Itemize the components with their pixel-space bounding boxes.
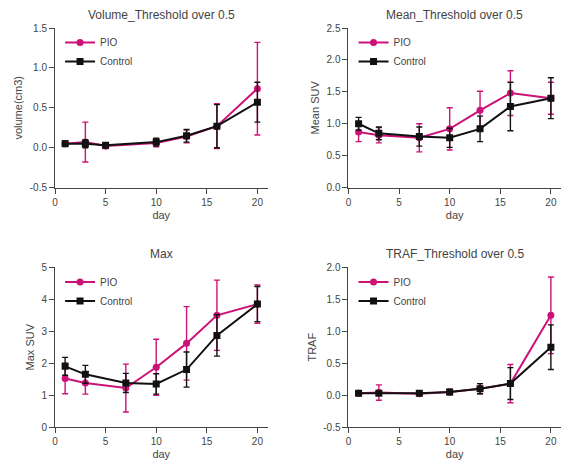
svg-text:volume(cm3): volume(cm3) — [12, 76, 24, 140]
svg-text:20: 20 — [545, 436, 557, 447]
svg-text:Mean SUV: Mean SUV — [309, 81, 321, 135]
svg-text:Control: Control — [394, 296, 426, 307]
svg-text:1.0: 1.0 — [33, 62, 47, 73]
svg-text:3: 3 — [41, 326, 47, 337]
svg-text:1.5: 1.5 — [327, 86, 341, 97]
svg-text:10: 10 — [151, 436, 163, 447]
svg-text:1.5: 1.5 — [327, 294, 341, 305]
svg-text:1: 1 — [41, 390, 47, 401]
svg-text:Volume_Threshold over 0.5: Volume_Threshold over 0.5 — [88, 8, 235, 22]
svg-text:PIO: PIO — [394, 37, 411, 48]
svg-text:2.0: 2.0 — [327, 262, 341, 273]
svg-text:4: 4 — [41, 294, 47, 305]
svg-text:2.5: 2.5 — [327, 23, 341, 34]
svg-text:Mean_Threshold over 0.5: Mean_Threshold over 0.5 — [386, 8, 523, 22]
svg-text:20: 20 — [252, 197, 264, 208]
svg-text:TRAF: TRAF — [306, 333, 318, 362]
svg-text:15: 15 — [495, 197, 507, 208]
svg-text:PIO: PIO — [394, 277, 411, 288]
svg-text:day: day — [152, 448, 170, 460]
svg-text:10: 10 — [444, 197, 456, 208]
svg-text:5: 5 — [41, 262, 47, 273]
svg-text:0.0: 0.0 — [327, 390, 341, 401]
svg-text:10: 10 — [444, 436, 456, 447]
svg-text:0: 0 — [41, 422, 47, 433]
svg-text:5: 5 — [396, 436, 402, 447]
svg-text:0.0: 0.0 — [327, 182, 341, 193]
svg-text:Max SUV: Max SUV — [24, 323, 36, 370]
svg-text:day: day — [446, 448, 464, 460]
svg-text:PIO: PIO — [100, 37, 117, 48]
svg-text:-0.5: -0.5 — [30, 182, 48, 193]
svg-text:-0.5: -0.5 — [323, 422, 341, 433]
svg-text:0.5: 0.5 — [327, 150, 341, 161]
svg-text:1.0: 1.0 — [327, 118, 341, 129]
svg-text:5: 5 — [103, 436, 109, 447]
svg-text:10: 10 — [151, 197, 163, 208]
svg-text:0: 0 — [52, 197, 58, 208]
svg-text:15: 15 — [495, 436, 507, 447]
svg-text:0: 0 — [346, 436, 352, 447]
svg-text:1.5: 1.5 — [33, 23, 47, 34]
svg-text:0.5: 0.5 — [33, 102, 47, 113]
svg-text:5: 5 — [396, 197, 402, 208]
svg-text:Control: Control — [100, 296, 132, 307]
svg-text:5: 5 — [103, 197, 109, 208]
svg-text:day: day — [446, 209, 464, 221]
svg-text:20: 20 — [252, 436, 264, 447]
svg-text:20: 20 — [545, 197, 557, 208]
svg-text:0: 0 — [52, 436, 58, 447]
svg-text:0.5: 0.5 — [327, 358, 341, 369]
svg-text:15: 15 — [201, 436, 213, 447]
svg-text:2.0: 2.0 — [327, 54, 341, 65]
svg-text:15: 15 — [201, 197, 213, 208]
svg-text:day: day — [152, 209, 170, 221]
svg-text:0: 0 — [346, 197, 352, 208]
svg-text:Max: Max — [150, 247, 173, 261]
svg-text:TRAF_Threshold over 0.5: TRAF_Threshold over 0.5 — [386, 247, 524, 261]
svg-text:1.0: 1.0 — [327, 326, 341, 337]
svg-text:0.0: 0.0 — [33, 142, 47, 153]
svg-text:Control: Control — [100, 56, 132, 67]
svg-text:2: 2 — [41, 358, 47, 369]
svg-text:Control: Control — [394, 56, 426, 67]
svg-text:PIO: PIO — [100, 277, 117, 288]
